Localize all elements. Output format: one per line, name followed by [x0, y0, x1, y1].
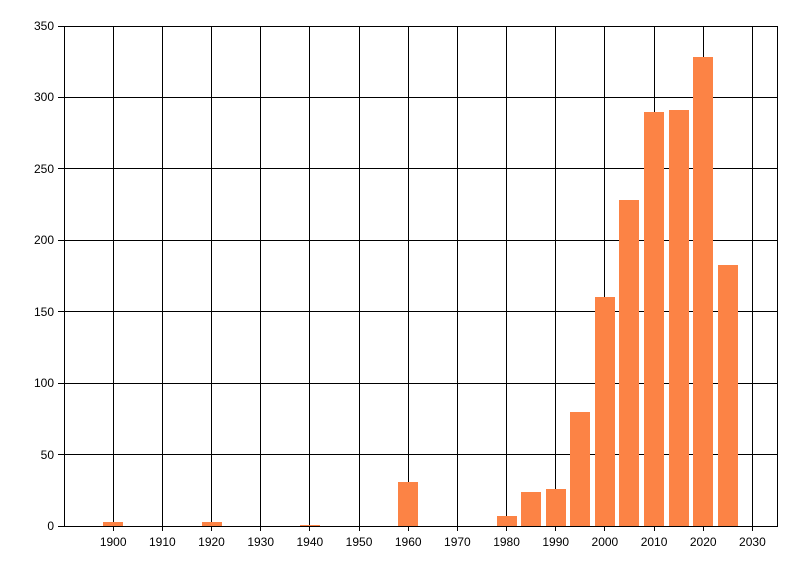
x-tick-label: 1920 — [198, 535, 225, 549]
x-gridline — [112, 26, 114, 531]
bar-1960 — [398, 481, 419, 526]
x-tick-label: 1970 — [444, 535, 471, 549]
bar-2005 — [619, 200, 640, 526]
y-gridline — [58, 239, 777, 241]
y-tick-label: 150 — [33, 304, 54, 319]
x-gridline — [751, 26, 753, 531]
bar-1900 — [103, 521, 124, 526]
bar-2020 — [693, 57, 714, 526]
x-gridline — [211, 26, 213, 531]
x-gridline — [358, 26, 360, 531]
x-gridline — [555, 26, 557, 531]
x-tick-label: 1960 — [394, 535, 422, 549]
x-gridline — [309, 26, 311, 531]
bar-1920 — [201, 521, 222, 526]
bar-2010 — [644, 111, 665, 526]
x-tick-label: 1980 — [493, 535, 520, 549]
bar-1940 — [299, 524, 320, 526]
bar-1990 — [545, 488, 566, 526]
x-gridline — [161, 26, 163, 531]
bar-1980 — [496, 516, 517, 526]
y-tick-label: 0 — [47, 519, 54, 533]
bar-2025 — [717, 264, 738, 526]
x-tick-label: 1940 — [296, 535, 324, 549]
y-tick-label: 350 — [33, 19, 54, 33]
x-tick-label: 1930 — [247, 535, 275, 549]
x-tick-label: 1900 — [99, 535, 127, 549]
y-tick-label: 100 — [33, 376, 54, 391]
x-tick-label: 2010 — [640, 535, 668, 549]
bar-2015 — [668, 110, 689, 526]
x-tick-label: 1950 — [345, 535, 373, 549]
y-tick-label: 50 — [40, 447, 54, 462]
bar-2000 — [594, 297, 615, 526]
x-gridline — [456, 26, 458, 531]
x-gridline — [260, 26, 262, 531]
x-tick-label: 2020 — [689, 535, 717, 549]
y-gridline — [58, 96, 777, 98]
y-gridline — [58, 25, 64, 27]
y-tick-label: 200 — [33, 233, 54, 248]
y-gridline — [58, 454, 777, 456]
x-gridline — [407, 26, 409, 531]
x-gridline — [506, 26, 508, 531]
y-tick-label: 300 — [33, 90, 54, 105]
y-gridline — [58, 525, 64, 527]
bar-1995 — [570, 411, 591, 526]
y-tick-label: 250 — [33, 161, 54, 176]
y-gridline — [58, 382, 777, 384]
x-tick-label: 1910 — [148, 535, 176, 549]
y-gridline — [58, 311, 777, 313]
plot-frame — [64, 26, 778, 527]
x-tick-label: 2000 — [591, 535, 619, 549]
y-gridline — [58, 168, 777, 170]
x-gridline — [604, 26, 606, 531]
x-tick-label: 2030 — [739, 535, 766, 549]
x-tick-label: 1990 — [542, 535, 570, 549]
bar-1985 — [521, 491, 542, 526]
